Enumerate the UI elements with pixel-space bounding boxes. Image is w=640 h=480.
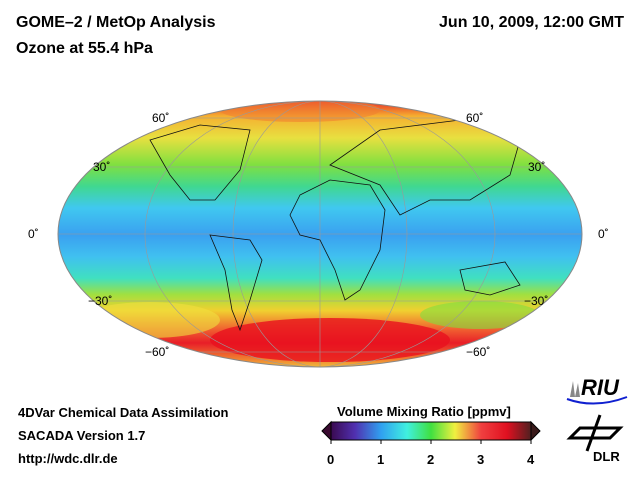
footer-line-3: http://wdc.dlr.de [18,451,118,466]
title-line-1: GOME–2 / MetOp Analysis [16,14,216,31]
colorbar-min-arrow [321,420,332,442]
dlr-emblem-icon [566,414,624,452]
lat-label-right-60: 60˚ [466,111,484,125]
lat-label-left-60: 60˚ [152,111,170,125]
dlr-logo: DLR [565,413,630,468]
colorbar-tick-1: 1 [377,452,385,467]
datetime: Jun 10, 2009, 12:00 GMT [439,14,624,31]
colorbar-tick-4: 4 [527,452,535,467]
lat-label-left-m30: −30˚ [88,294,113,308]
footer-line-2: SACADA Version 1.7 [18,428,146,443]
dlr-logo-text: DLR [593,449,620,464]
footer-line-1: 4DVar Chemical Data Assimilation [18,405,229,420]
colorbar-tick-3: 3 [477,452,485,467]
colorbar-tick-2: 2 [427,452,435,467]
colorbar-title: Volume Mixing Ratio [ppmv] [337,404,511,419]
colorbar-tick-0: 0 [327,452,335,467]
lat-label-left-0: 0˚ [28,227,39,241]
colorbar [321,420,541,444]
graticule [58,101,582,367]
riu-logo: RIU [565,375,630,405]
riu-logo-text: RIU [581,375,619,400]
title-line-2: Ozone at 55.4 hPa [16,40,153,57]
lat-label-right-m30: −30˚ [524,294,549,308]
lat-label-left-30: 30˚ [93,160,111,174]
lat-label-right-m60: −60˚ [466,345,491,359]
lat-label-right-0: 0˚ [598,227,609,241]
coastlines [149,119,521,332]
colorbar-max-arrow [530,420,541,442]
lat-label-right-30: 30˚ [528,160,546,174]
lat-label-left-m60: −60˚ [145,345,170,359]
